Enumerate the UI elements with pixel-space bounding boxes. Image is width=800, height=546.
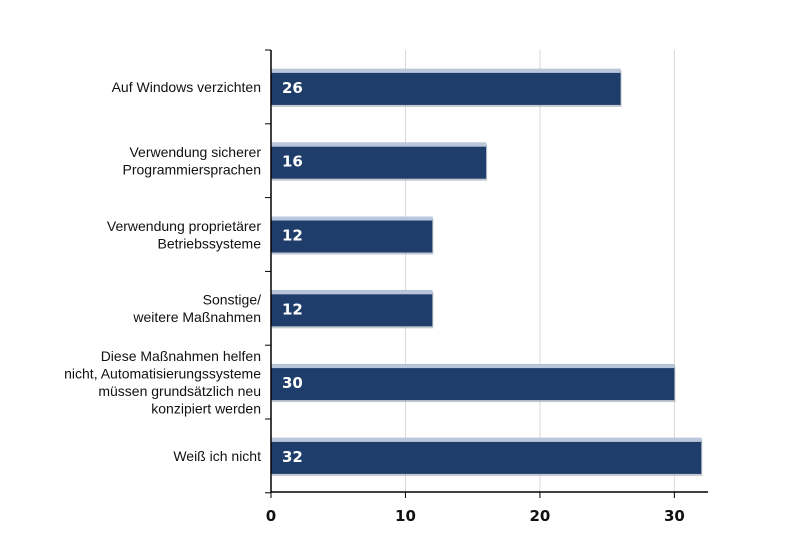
axes (265, 49, 708, 498)
value-label-1: 16 (282, 153, 303, 171)
category-label-3: Sonstige/weitere Maßnahmen (132, 292, 261, 326)
tick-labels: 0 10 20 30 (266, 507, 685, 525)
bars (271, 68, 703, 476)
category-label-4: Diese Maßnahmen helfen nicht, Automatisie… (64, 348, 261, 417)
bar-5 (271, 437, 702, 474)
bar-highlight-5 (271, 437, 702, 442)
category-label-line: Diese Maßnahmen helfen (101, 348, 261, 364)
x-tick-label-20: 20 (529, 507, 550, 525)
bar-highlight-1 (271, 142, 487, 147)
value-label-5: 32 (282, 448, 303, 466)
category-label-line: Weiß ich nicht (173, 448, 261, 464)
category-label-line: weitere Maßnahmen (132, 309, 261, 325)
x-tick-label-10: 10 (395, 507, 416, 525)
gridlines (404, 50, 675, 492)
value-labels: 26 16 12 12 30 32 (282, 79, 303, 466)
x-tick-label-0: 0 (266, 507, 276, 525)
category-label-line: nicht, Automatisierungssysteme (64, 365, 261, 381)
bar-highlight-0 (271, 68, 621, 73)
bar-4 (271, 364, 675, 401)
category-label-0: Auf Windows verzichten (112, 79, 261, 95)
category-label-1: Verwendung sicherer Programmiersprachen (123, 144, 262, 178)
bar-highlight-2 (271, 216, 433, 221)
bar-highlight-4 (271, 364, 675, 369)
bar-3 (271, 290, 433, 327)
category-label-line: Auf Windows verzichten (112, 79, 261, 95)
category-label-2: Verwendung proprietärer Betriebssysteme (107, 218, 261, 252)
category-label-5: Weiß ich nicht (173, 448, 261, 464)
category-label-line: Sonstige/ (203, 292, 261, 308)
value-label-0: 26 (282, 79, 303, 97)
x-tick-label-30: 30 (664, 507, 685, 525)
category-label-line: müssen grundsätzlich neu (98, 383, 261, 399)
value-label-3: 12 (282, 300, 303, 318)
bar-2 (271, 216, 433, 253)
category-labels: Auf Windows verzichten Verwendung sichere… (64, 79, 261, 464)
bar-highlight-3 (271, 290, 433, 295)
category-label-line: konzipiert werden (151, 400, 261, 416)
value-label-2: 12 (282, 227, 303, 245)
category-label-line: Verwendung proprietärer (107, 218, 261, 234)
category-label-line: Betriebssysteme (158, 235, 262, 251)
bar-1 (271, 142, 487, 179)
category-label-line: Programmiersprachen (123, 161, 262, 177)
bar-0 (271, 68, 621, 105)
category-label-line: Verwendung sicherer (129, 144, 261, 160)
value-label-4: 30 (282, 374, 303, 392)
